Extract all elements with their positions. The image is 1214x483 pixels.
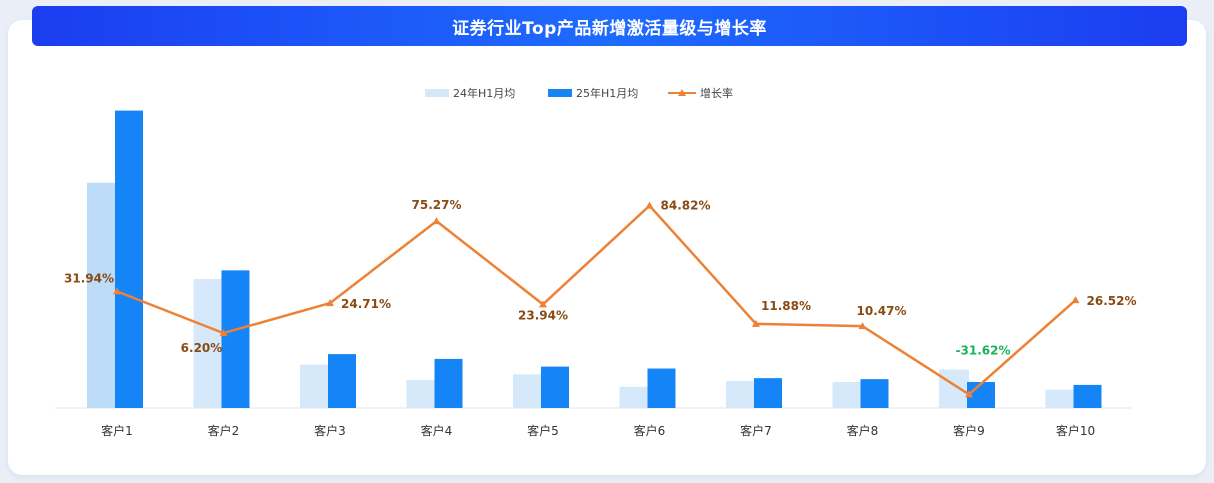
growth-label-4: 75.27% [412, 198, 462, 212]
x-tick-1: 客户1 [101, 423, 133, 438]
bar-24-1 [87, 182, 117, 408]
x-tick-4: 客户4 [421, 423, 453, 438]
x-tick-10: 客户10 [1056, 423, 1095, 438]
bar-24-9 [939, 369, 969, 408]
x-tick-7: 客户7 [740, 423, 772, 438]
bar-24-6 [619, 386, 650, 408]
bar-24-10 [1045, 389, 1076, 408]
bars-layer [87, 110, 1102, 409]
chart-title: 证券行业Top产品新增激活量级与增长率 [32, 6, 1187, 46]
bar-25-4 [434, 358, 463, 408]
growth-marker-2 [219, 329, 228, 337]
growth-marker-7 [752, 319, 760, 327]
bar-24-2 [193, 279, 224, 408]
bar-24-3 [300, 364, 330, 408]
growth-marker-5 [539, 300, 547, 308]
bar-25-10 [1073, 384, 1102, 408]
legend-label-1: 24年H1月均 [453, 86, 515, 100]
x-tick-8: 客户8 [847, 423, 879, 438]
bar-25-8 [860, 379, 889, 408]
legend-marker-3 [678, 89, 686, 96]
bar-24-7 [726, 381, 756, 408]
growth-label-8: 10.47% [857, 304, 907, 318]
legend-swatch-1 [425, 89, 449, 97]
growth-marker-6 [645, 201, 654, 209]
growth-marker-10 [1071, 296, 1080, 304]
bar-25-2 [221, 270, 250, 408]
growth-line [116, 204, 1077, 396]
legend-swatch-2 [548, 89, 572, 97]
growth-label-9: -31.62% [956, 343, 1011, 357]
bar-25-9 [967, 382, 995, 408]
growth-label-10: 26.52% [1087, 294, 1137, 308]
bar-25-1 [115, 110, 143, 409]
growth-label-2: 6.20% [181, 341, 223, 355]
legend-label-2: 25年H1月均 [576, 86, 638, 100]
x-tick-5: 客户5 [527, 423, 559, 438]
growth-label-3: 24.71% [341, 297, 391, 311]
x-tick-9: 客户9 [953, 423, 985, 438]
bar-24-8 [832, 382, 863, 408]
legend-label-3: 增长率 [700, 86, 733, 100]
growth-line-layer: 31.94% 6.20% 24.71% 75.27% 23.94% 84.82% 11.88… [64, 198, 1137, 398]
bar-24-4 [406, 380, 437, 408]
x-tick-6: 客户6 [634, 423, 666, 438]
x-tick-3: 客户3 [314, 423, 346, 438]
growth-label-7: 11.88% [761, 299, 811, 313]
growth-marker-3 [326, 299, 334, 307]
bar-24-5 [513, 374, 543, 408]
growth-marker-1 [113, 287, 121, 295]
x-tick-2: 客户2 [208, 423, 240, 438]
bar-25-7 [754, 378, 782, 408]
growth-marker-9 [965, 390, 973, 398]
bar-25-3 [328, 354, 356, 408]
x-tick-labels: 客户1 客户2 客户3 客户4 客户5 客户6 客户7 客户8 客户9 客户10 [101, 423, 1095, 438]
bar-25-6 [647, 368, 676, 408]
growth-label-6: 84.82% [661, 199, 711, 213]
growth-marker-8 [858, 322, 867, 330]
growth-label-1: 31.94% [64, 271, 114, 285]
growth-label-5: 23.94% [518, 308, 568, 322]
bar-25-5 [541, 366, 569, 408]
growth-marker-4 [432, 217, 441, 225]
legend: 24年H1月均 25年H1月均 增长率 [425, 86, 733, 100]
